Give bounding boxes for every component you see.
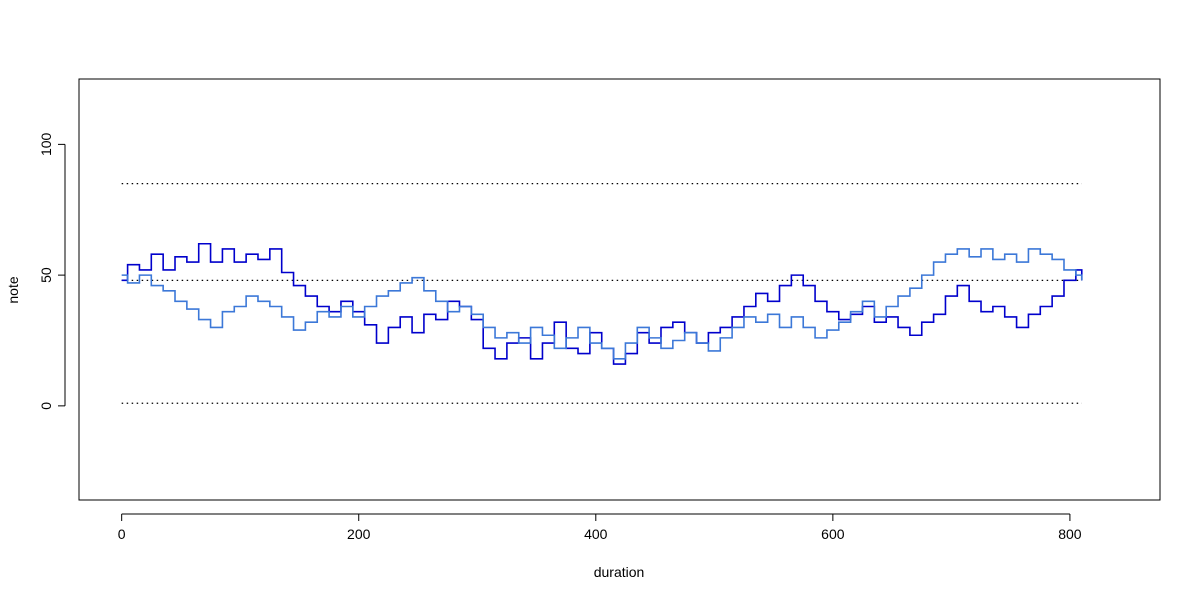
x-tick-label-400: 400 xyxy=(584,526,608,542)
plot-frame xyxy=(78,78,1161,501)
x-tick-label-200: 200 xyxy=(347,526,371,542)
x-axis: 0 200 400 600 800 xyxy=(118,513,1082,542)
y-axis: 0 50 100 xyxy=(38,132,66,410)
x-tick-label-800: 800 xyxy=(1058,526,1082,542)
y-tick-label-0: 0 xyxy=(38,402,54,410)
y-tick-label-50: 50 xyxy=(38,267,54,283)
x-axis-label: duration xyxy=(594,564,645,580)
reference-lines xyxy=(121,182,1082,404)
series-line-1 xyxy=(121,248,1083,360)
y-tick-label-100: 100 xyxy=(38,132,54,156)
x-tick-label-0: 0 xyxy=(118,526,126,542)
series-layer xyxy=(121,242,1083,365)
y-axis-label: note xyxy=(5,276,21,303)
x-tick-label-600: 600 xyxy=(821,526,845,542)
